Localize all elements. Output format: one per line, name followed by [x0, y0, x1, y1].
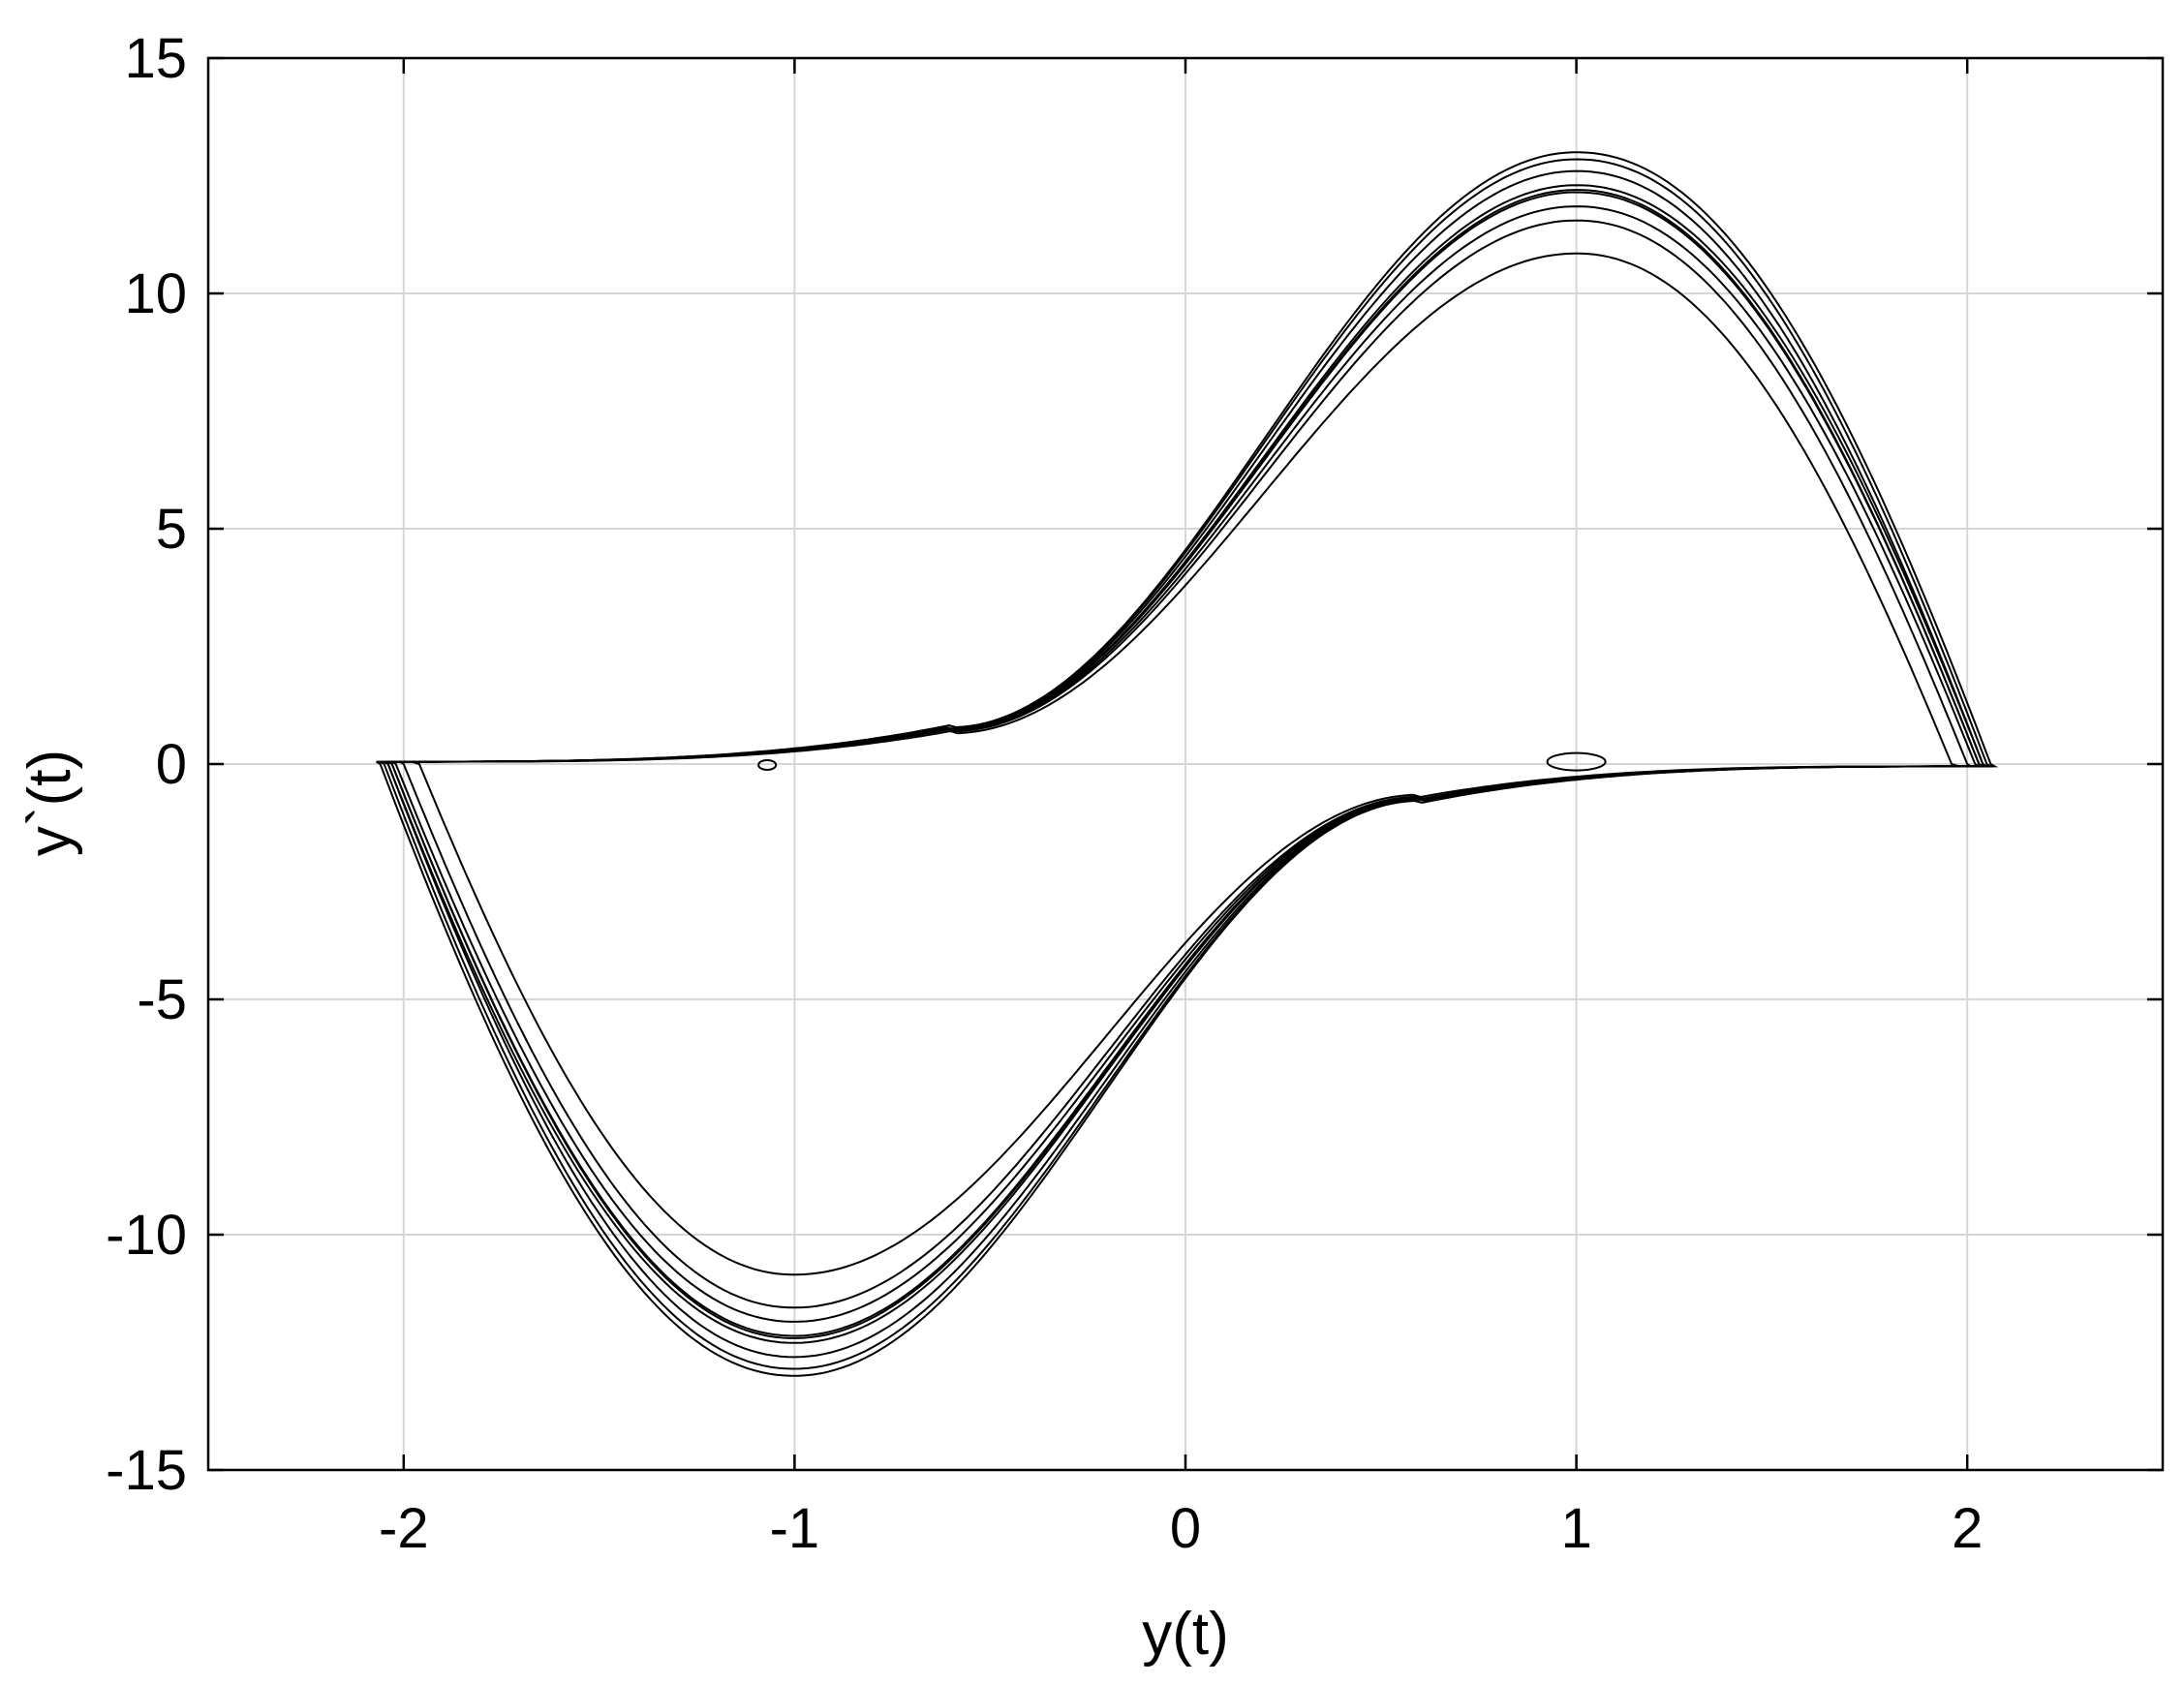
- x-tick-label: 1: [1560, 1497, 1591, 1560]
- axis-ticks: [208, 56, 2163, 1472]
- y-tick-label: 5: [156, 498, 187, 561]
- y-tick-label: -15: [106, 1439, 187, 1502]
- grid-lines: [208, 57, 2163, 1471]
- y-tick-label: 15: [124, 27, 187, 90]
- x-tick-label: -2: [379, 1497, 429, 1560]
- x-tick-label: -1: [770, 1497, 820, 1560]
- y-axis-label: y`(t): [16, 750, 83, 856]
- y-tick-label: -10: [106, 1204, 187, 1267]
- x-tick-label: 2: [1952, 1497, 1983, 1560]
- trajectory-curves: [375, 151, 1999, 1377]
- y-tick-label: 10: [124, 262, 187, 325]
- x-tick-label: 0: [1170, 1497, 1201, 1560]
- x-axis-label: y(t): [1142, 1601, 1229, 1668]
- trajectory-curve: [411, 252, 1960, 1276]
- small-loop: [757, 758, 778, 771]
- y-tick-label: -5: [137, 968, 187, 1031]
- y-tick-label: 0: [156, 733, 187, 796]
- trajectory-curve: [399, 219, 1975, 1309]
- small-loop: [1546, 751, 1607, 772]
